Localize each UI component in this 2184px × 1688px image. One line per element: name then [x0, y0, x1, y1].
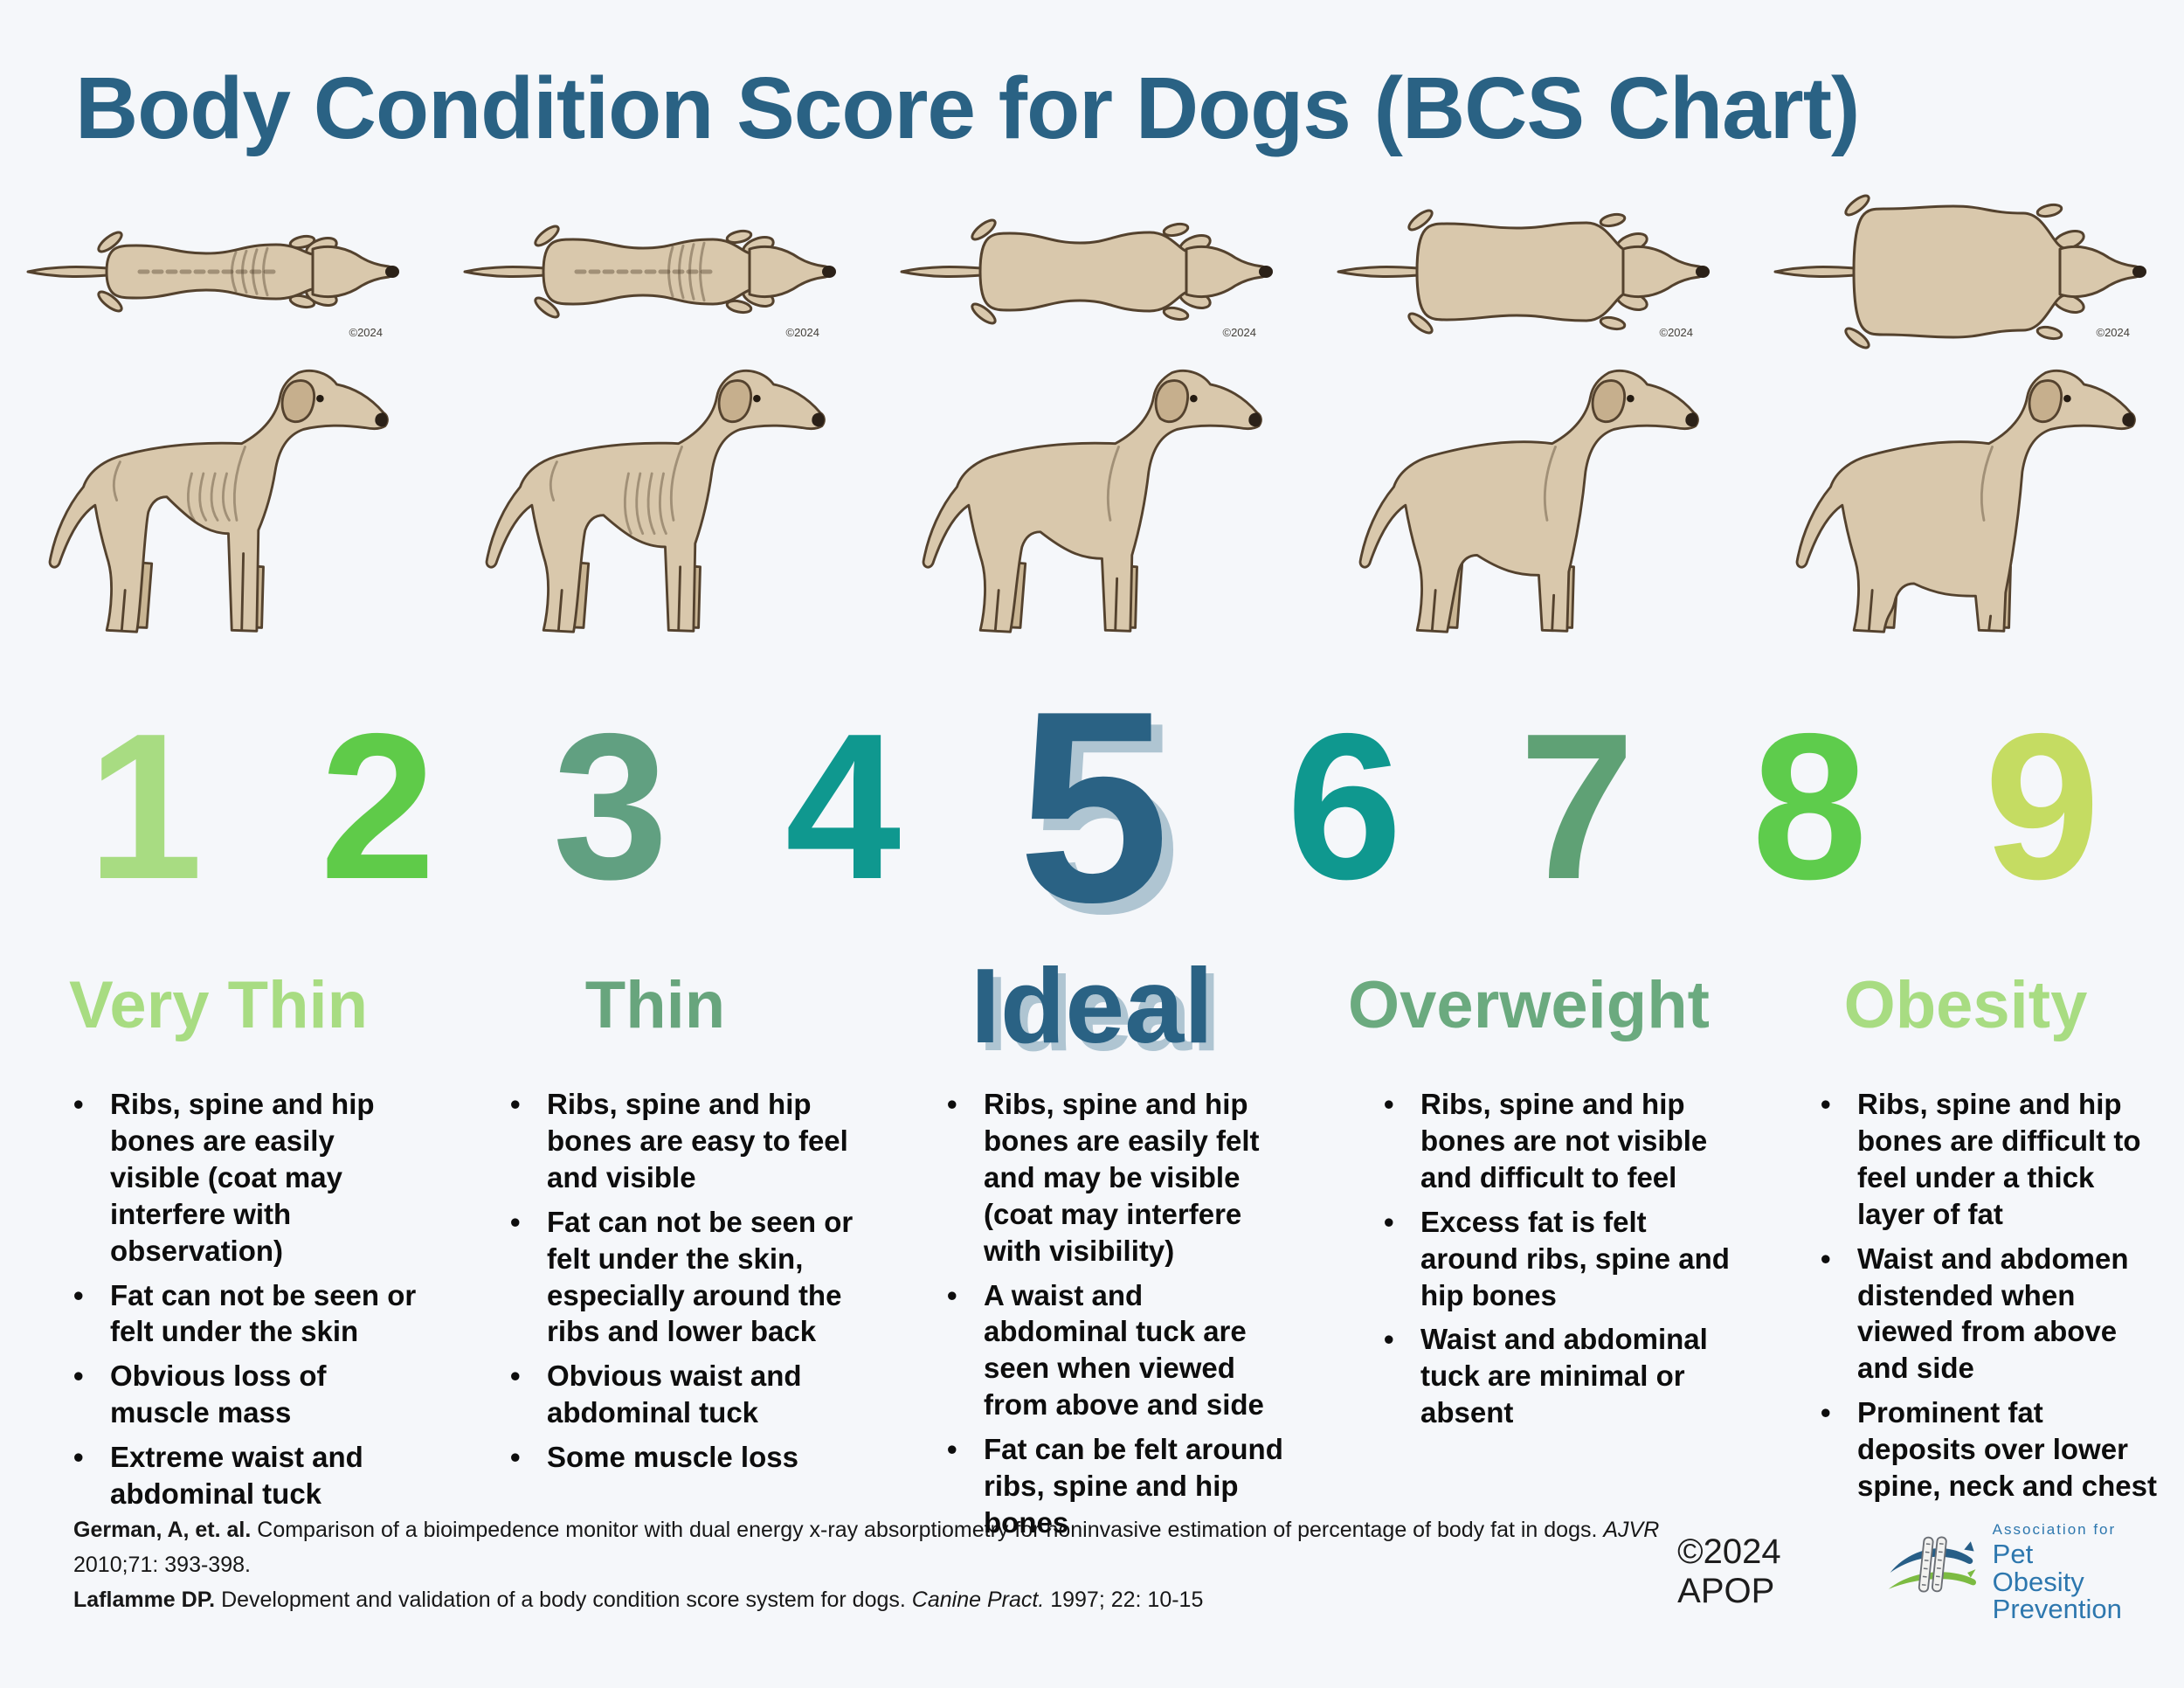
- dog-top-view-illustration: [1319, 193, 1738, 350]
- dog-side-view-illustration: [21, 347, 416, 672]
- category-descriptions-row: Ribs, spine and hip bones are easily vis…: [0, 1074, 2184, 1539]
- citation-authors: Laflamme DP.: [73, 1588, 216, 1612]
- illustration-copyright: ©2024: [785, 326, 820, 339]
- list-item: Fat can be felt around ribs, spine and h…: [943, 1431, 1293, 1541]
- score-number-9: 9: [1984, 691, 2100, 923]
- dog-column-bcs9: ©2024: [1747, 193, 2184, 672]
- score-number-2: 2: [320, 691, 436, 923]
- logo-line: Prevention: [1992, 1594, 2122, 1625]
- list-item: Extreme waist and abdominal tuck: [70, 1439, 419, 1512]
- list-item: Obvious loss of muscle mass: [70, 1358, 419, 1431]
- list-item: A waist and abdominal tuck are seen when…: [943, 1277, 1293, 1424]
- category-label-overweight: Overweight: [1348, 968, 1710, 1042]
- score-number-4: 4: [784, 691, 902, 923]
- dog-side-view-illustration: [458, 347, 853, 672]
- footer: German, A, et. al. Comparison of a bioim…: [0, 1498, 2184, 1623]
- category-label-very-thin: Very Thin: [68, 968, 369, 1042]
- citation-text: Comparison of a bioimpedence monitor wit…: [257, 1518, 1598, 1542]
- footer-right: ©2024 APOP Association for Pet Obesity: [1677, 1521, 2126, 1623]
- citation-tail: 2010;71: 393-398.: [73, 1553, 251, 1577]
- citation-text: Development and validation of a body con…: [221, 1588, 906, 1612]
- category-label-thin: Thin: [584, 968, 726, 1042]
- illustration-copyright: ©2024: [349, 326, 384, 339]
- apop-logo-text: Association for Pet Obesity Prevention: [1993, 1521, 2126, 1623]
- list-item: Ribs, spine and hip bones are easy to fe…: [507, 1086, 856, 1196]
- category-label-obesity: Obesity: [1843, 968, 2088, 1042]
- list-item: Ribs, spine and hip bones are easily vis…: [70, 1086, 419, 1269]
- list-item: Waist and abdomen distended when viewed …: [1817, 1241, 2167, 1387]
- dog-column-bcs1: ©2024: [0, 193, 437, 672]
- citation-journal: AJVR: [1603, 1518, 1660, 1542]
- list-item: Ribs, spine and hip bones are easily fel…: [943, 1086, 1293, 1269]
- dog-column-bcs3: ©2024: [437, 193, 874, 672]
- thin-bullet-list: Ribs, spine and hip bones are easy to fe…: [437, 1086, 874, 1549]
- dog-top-view-illustration: [9, 193, 428, 350]
- logo-line: Pet Obesity: [1992, 1539, 2084, 1597]
- citation-line: Laflamme DP. Development and validation …: [73, 1582, 1677, 1617]
- dog-column-bcs5: ©2024: [874, 193, 1310, 672]
- dog-top-view-illustration: [446, 193, 865, 350]
- citation-line: German, A, et. al. Comparison of a bioim…: [73, 1512, 1677, 1582]
- apop-logo-icon: [1888, 1536, 1976, 1593]
- list-item: Prominent fat deposits over lower spine,…: [1817, 1394, 2167, 1505]
- list-item: Waist and abdominal tuck are minimal or …: [1380, 1321, 1730, 1431]
- citations-block: German, A, et. al. Comparison of a bioim…: [73, 1512, 1677, 1617]
- very-thin-bullet-list: Ribs, spine and hip bones are easily vis…: [0, 1086, 437, 1549]
- list-item: Excess fat is felt around ribs, spine an…: [1380, 1204, 1730, 1314]
- category-label-ideal: Ideal: [970, 946, 1213, 1065]
- copyright-text: ©2024 APOP: [1677, 1532, 1781, 1611]
- ideal-bullet-list: Ribs, spine and hip bones are easily fel…: [874, 1086, 1310, 1549]
- list-item: Ribs, spine and hip bones are difficult …: [1817, 1086, 2167, 1233]
- illustration-copyright: ©2024: [2096, 326, 2131, 339]
- illustration-copyright: ©2024: [1222, 326, 1257, 339]
- score-number-7: 7: [1518, 691, 1635, 923]
- score-number-3: 3: [552, 691, 668, 923]
- citation-authors: German, A, et. al.: [73, 1518, 252, 1542]
- list-item: Fat can not be seen or felt under the sk…: [70, 1277, 419, 1351]
- dog-illustrations-row: ©2024 ©2024 ©2024 ©2024 ©2024: [0, 193, 2184, 672]
- list-item: Some muscle loss: [507, 1439, 856, 1476]
- list-item: Fat can not be seen or felt under the sk…: [507, 1204, 856, 1351]
- dog-side-view-illustration: [895, 347, 1289, 672]
- citation-tail: 1997; 22: 10-15: [1050, 1588, 1204, 1612]
- score-number-5: 5: [1018, 655, 1170, 959]
- page-title: Body Condition Score for Dogs (BCS Chart…: [75, 59, 1860, 157]
- dog-side-view-illustration: [1768, 347, 2163, 672]
- dog-column-bcs7: ©2024: [1310, 193, 1747, 672]
- score-number-6: 6: [1286, 691, 1403, 923]
- obesity-bullet-list: Ribs, spine and hip bones are difficult …: [1747, 1086, 2184, 1549]
- illustration-copyright: ©2024: [1659, 326, 1694, 339]
- category-labels-row: Very Thin Thin Ideal Overweight Obesity: [0, 937, 2184, 1074]
- dog-side-view-illustration: [1331, 347, 1726, 672]
- list-item: Obvious waist and abdominal tuck: [507, 1358, 856, 1431]
- citation-journal: Canine Pract.: [911, 1588, 1045, 1612]
- score-numbers-row: 1 2 3 4 5 6 7 8 9: [0, 671, 2184, 944]
- logo-line: Association for: [1992, 1521, 2117, 1538]
- score-number-1: 1: [87, 691, 204, 923]
- overweight-bullet-list: Ribs, spine and hip bones are not visibl…: [1310, 1086, 1747, 1549]
- score-number-8: 8: [1752, 691, 1868, 923]
- list-item: Ribs, spine and hip bones are not visibl…: [1380, 1086, 1730, 1196]
- dog-top-view-illustration: [1756, 193, 2175, 350]
- dog-top-view-illustration: [882, 193, 1302, 350]
- apop-logo: Association for Pet Obesity Prevention: [1885, 1521, 2126, 1623]
